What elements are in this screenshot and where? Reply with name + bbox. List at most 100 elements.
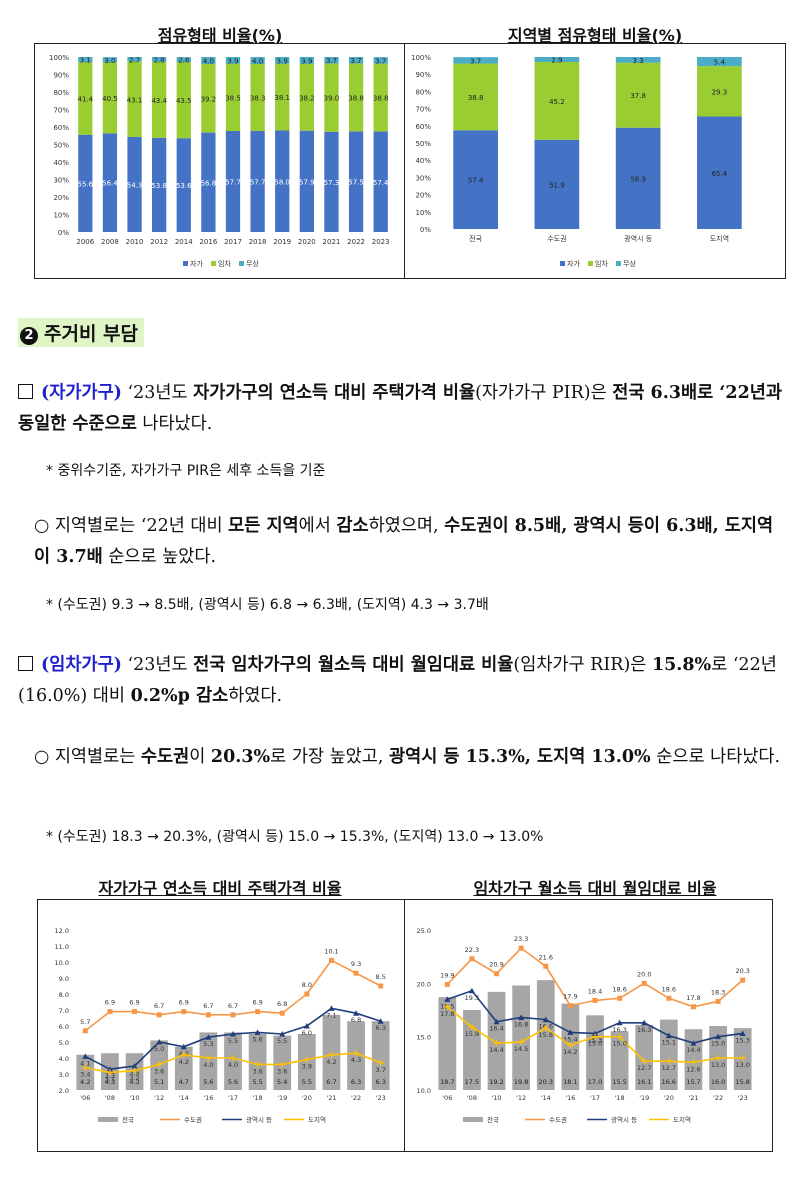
bar-data-label: 5.6 (203, 1078, 213, 1086)
section-title: 주거비 부담 (44, 323, 139, 345)
line-data-label: 3.6 (154, 1067, 164, 1075)
line-data-label: 10.1 (324, 947, 338, 955)
stacked-bar-segment (373, 57, 388, 64)
legend-swatch (239, 261, 244, 266)
line-data-label: 19.3 (465, 994, 479, 1002)
bar-data-label: 4.2 (80, 1078, 90, 1086)
series-marker (493, 1040, 500, 1047)
series-marker (715, 1055, 722, 1061)
line-data-label: 16.3 (612, 1026, 626, 1034)
x-tick-label: '16 (203, 1094, 213, 1102)
data-label: 53.6 (176, 182, 192, 190)
series-marker (230, 1031, 236, 1037)
stacked-bar-segment (324, 63, 339, 132)
x-tick-label: '08 (467, 1094, 477, 1102)
line-data-label: 15.0 (588, 1040, 602, 1048)
bottom-chart-panel: 2.0 3.0 4.0 5.0 6.0 7.0 8.0 9.0 10.0 11.0 12.0 4.2 4… (37, 899, 773, 1152)
stacked-bar-segment (102, 133, 118, 232)
y-tick-label: 25.0 (417, 927, 431, 935)
top-left-chart-title: 점유형태 비율(%) (157, 26, 283, 45)
x-tick-label: '06 (442, 1094, 452, 1102)
stacked-bar-segment (373, 63, 388, 132)
bar-data-label: 5.5 (252, 1078, 262, 1086)
bar-data-label: 4.3 (105, 1078, 115, 1086)
bar-national (610, 1031, 629, 1090)
series-marker (641, 980, 647, 986)
series-marker (690, 1059, 697, 1066)
y-tick-label: 10% (53, 212, 69, 220)
series-marker (567, 1029, 574, 1035)
series-marker (468, 1024, 475, 1031)
data-label: 2.8 (178, 57, 189, 65)
y-tick-label: 100% (49, 54, 69, 62)
data-label: 37.8 (630, 92, 646, 100)
series-marker (279, 1031, 286, 1037)
line-data-label: 16.4 (489, 1025, 503, 1033)
bar-data-label: 19.8 (514, 1078, 528, 1086)
stacked-bar-segment (697, 57, 742, 67)
y-tick-label: 50% (415, 140, 431, 148)
legend-label: 도지역 (308, 1115, 326, 1124)
x-tick-label: 2020 (298, 238, 316, 246)
bar-national (224, 1032, 242, 1090)
stacked-bar-segment (78, 57, 93, 63)
data-label: 57.7 (250, 179, 266, 187)
checkbox-square-icon (18, 384, 33, 399)
series-marker (377, 1018, 384, 1024)
series-marker (690, 1040, 697, 1046)
regional-tenure-ratio-chart: 0% 10% 20% 30% 40% 50% 60% 70% 80% 90% 100% 57.4 38.… (411, 54, 742, 268)
series-marker (254, 1061, 261, 1068)
series-marker (542, 1016, 549, 1023)
line-data-label: 6.7 (154, 1002, 164, 1010)
line-data-label: 15.0 (711, 1040, 725, 1048)
series-marker (353, 970, 359, 976)
data-label: 38.2 (299, 94, 315, 102)
x-tick-label: 2012 (150, 238, 168, 246)
y-tick-label: 5.0 (59, 1039, 69, 1047)
series-marker (279, 1010, 285, 1016)
line-data-label: 5.3 (203, 1040, 213, 1048)
series-marker (181, 1009, 187, 1015)
series-marker (665, 1032, 672, 1039)
bar-data-label: 4.3 (129, 1078, 139, 1086)
x-tick-label: 2017 (224, 238, 242, 246)
series-marker (518, 1039, 525, 1045)
bar-data-label: 4.7 (179, 1078, 189, 1086)
data-label: 56.8 (201, 179, 217, 187)
line-data-label: 14.5 (514, 1045, 528, 1053)
y-tick-label: 6.0 (59, 1023, 69, 1031)
series-marker (156, 1061, 163, 1068)
x-tick-label: '20 (664, 1094, 674, 1102)
legend-swatch (463, 1117, 483, 1122)
y-tick-label: 12.0 (55, 927, 69, 935)
stacked-bar-segment (78, 62, 93, 135)
y-tick-label: 11.0 (55, 943, 69, 951)
line-data-label: 5.7 (80, 1018, 90, 1026)
data-label: 57.7 (225, 179, 241, 187)
data-label: 4.0 (252, 58, 263, 66)
line-data-label: 7.1 (326, 1011, 336, 1019)
series-marker (567, 1003, 573, 1009)
bar-data-label: 17.0 (588, 1078, 602, 1086)
line-data-label: 20.9 (489, 961, 503, 969)
bar-data-label: 6.3 (376, 1078, 386, 1086)
y-tick-label: 3.0 (59, 1071, 69, 1079)
line-data-label: 4.3 (351, 1056, 361, 1064)
data-label: 57.4 (373, 179, 389, 187)
legend-label: 무상 (246, 259, 259, 268)
stacked-bar-segment (275, 57, 290, 64)
stacked-bar-segment (275, 130, 290, 232)
y-tick-label: 60% (415, 123, 431, 131)
data-label: 57.4 (468, 177, 484, 185)
y-tick-label: 8.0 (59, 991, 69, 999)
line-data-label: 18.3 (711, 988, 725, 996)
series-marker (107, 1009, 113, 1015)
bar-national (438, 997, 457, 1090)
line-data-label: 6.0 (302, 1029, 312, 1037)
legend-label: 임차 (218, 259, 231, 268)
data-label: 54.3 (127, 181, 143, 189)
series-marker (156, 1039, 163, 1045)
line-data-label: 4.2 (179, 1058, 189, 1066)
series-marker (616, 1019, 623, 1026)
stacked-bar-segment (225, 63, 241, 132)
